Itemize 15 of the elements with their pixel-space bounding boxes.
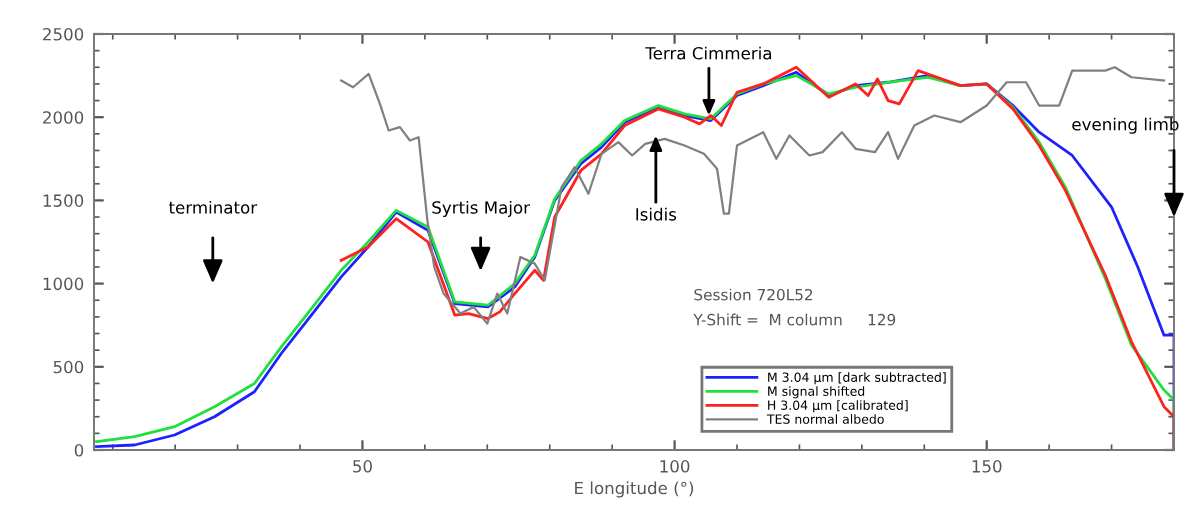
y-tick-label: 0 [74,443,84,457]
annotation: Syrtis Major [432,200,530,218]
annotation: Terra Cimmeria [645,46,772,60]
annotation: terminator [168,200,258,214]
y-tick-label: 500 [53,360,84,374]
y-tick-label: 2000 [43,111,84,124]
annotation: Isidis [636,207,677,221]
x-tick-label: 150 [972,460,1002,473]
annotation: evening limb [1072,117,1179,134]
y-tick-label: 1000 [43,277,84,291]
y-tick-label: 1500 [43,194,84,207]
y-tick-label: 2500 [43,27,84,41]
x-tick-label: 50 [353,460,372,473]
x-tick-label: 100 [660,460,690,473]
x-axis-title: E longitude (°) [575,481,694,498]
